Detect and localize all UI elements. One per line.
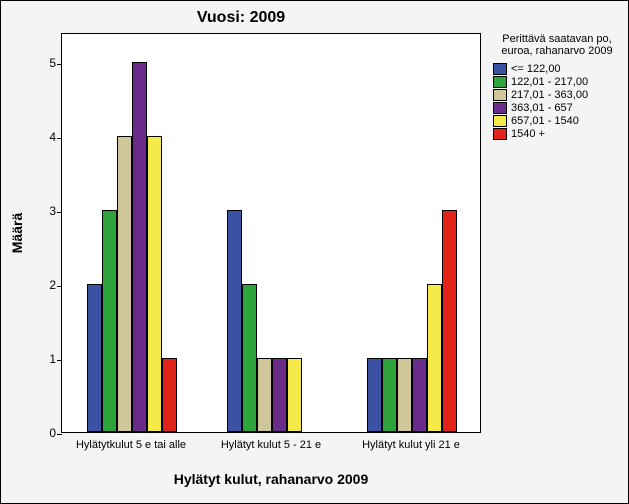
xtick-label: Hylätytkulut 5 e tai alle — [76, 439, 186, 451]
bar — [227, 210, 242, 432]
legend-item: 122,01 - 217,00 — [493, 76, 621, 88]
ytick-label: 4 — [36, 130, 56, 144]
bar — [427, 284, 442, 432]
ytick-mark — [57, 64, 62, 65]
legend-label: 1540 + — [511, 128, 545, 140]
legend-label: 657,01 - 1540 — [511, 115, 579, 127]
bar — [442, 210, 457, 432]
bar — [257, 358, 272, 432]
legend-item: 1540 + — [493, 128, 621, 140]
legend-item: <= 122,00 — [493, 63, 621, 75]
legend-label: 217,01 - 363,00 — [511, 89, 588, 101]
bar — [132, 62, 147, 432]
bar — [102, 210, 117, 432]
legend-swatch — [493, 89, 507, 101]
chart-container: Vuosi: 2009 Määrä Hylätyt kulut, rahanar… — [0, 0, 629, 504]
bar — [117, 136, 132, 432]
legend-items: <= 122,00122,01 - 217,00217,01 - 363,003… — [493, 63, 621, 140]
xtick-label: Hylätyt kulut yli 21 e — [362, 439, 460, 451]
legend-title: Perittävä saatavan po, euroa, rahanarvo … — [493, 33, 621, 57]
bar — [147, 136, 162, 432]
ytick-label: 2 — [36, 278, 56, 292]
ytick-mark — [57, 360, 62, 361]
ytick-label: 0 — [36, 426, 56, 440]
x-axis-label: Hylätyt kulut, rahanarvo 2009 — [61, 471, 481, 487]
legend-item: 363,01 - 657 — [493, 102, 621, 114]
bar — [397, 358, 412, 432]
legend-label: <= 122,00 — [511, 63, 561, 75]
bar — [382, 358, 397, 432]
chart-title: Vuosi: 2009 — [1, 9, 481, 27]
bar — [272, 358, 287, 432]
y-axis-label: Määrä — [9, 213, 25, 253]
bar — [367, 358, 382, 432]
bar — [242, 284, 257, 432]
legend-swatch — [493, 102, 507, 114]
bar — [412, 358, 427, 432]
bar — [87, 284, 102, 432]
legend: Perittävä saatavan po, euroa, rahanarvo … — [493, 33, 621, 141]
legend-swatch — [493, 76, 507, 88]
bar — [287, 358, 302, 432]
legend-swatch — [493, 128, 507, 140]
legend-label: 122,01 - 217,00 — [511, 76, 588, 88]
legend-swatch — [493, 115, 507, 127]
ytick-mark — [57, 138, 62, 139]
ytick-label: 1 — [36, 352, 56, 366]
ytick-mark — [57, 212, 62, 213]
plot-area — [61, 33, 481, 433]
ytick-mark — [57, 286, 62, 287]
ytick-label: 3 — [36, 204, 56, 218]
legend-item: 657,01 - 1540 — [493, 115, 621, 127]
legend-item: 217,01 - 363,00 — [493, 89, 621, 101]
bar — [162, 358, 177, 432]
legend-label: 363,01 - 657 — [511, 102, 573, 114]
ytick-mark — [57, 434, 62, 435]
xtick-label: Hylätyt kulut 5 - 21 e — [221, 439, 321, 451]
legend-swatch — [493, 63, 507, 75]
ytick-label: 5 — [36, 56, 56, 70]
